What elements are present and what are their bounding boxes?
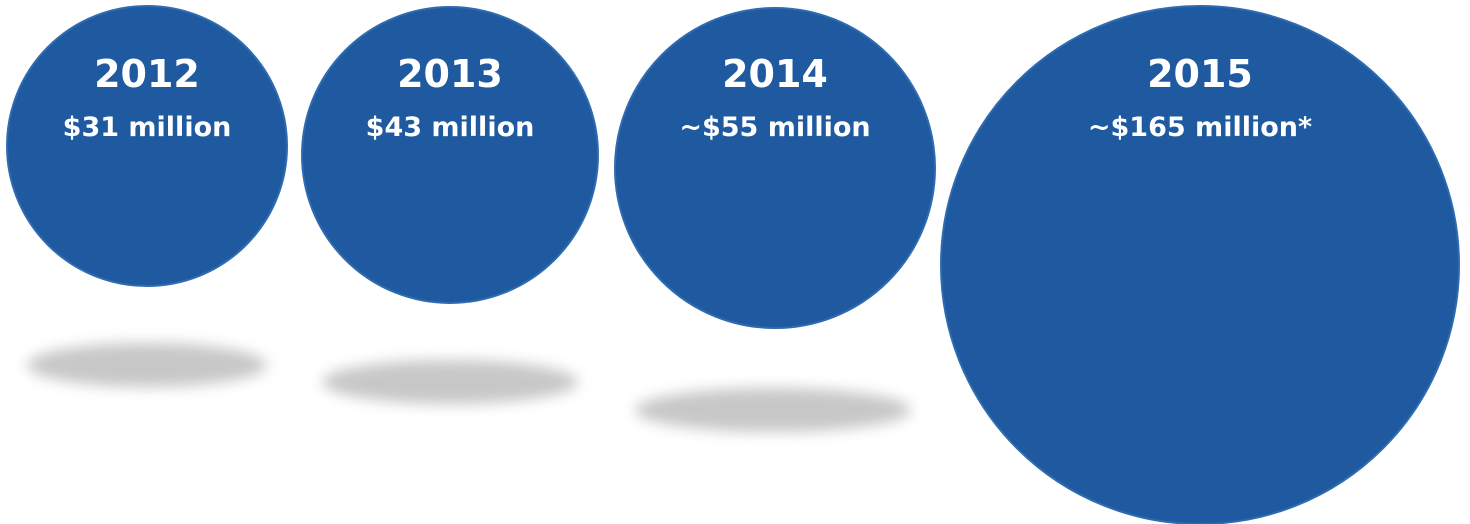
value-label-2014: ~$55 million [679,112,870,143]
bubble-shadow-2013 [322,360,578,404]
year-label-2013: 2013 [397,52,503,96]
value-label-2012: $31 million [63,112,232,143]
bubble-shadow-2012 [27,343,267,387]
labels-layer: 2012 $31 million 2013 $43 million 2014 ~$55 m… [63,52,1312,143]
bubble-shadow-2014 [635,388,911,432]
year-label-2012: 2012 [94,52,200,96]
bubble-2012 [6,5,288,287]
bubble-2014 [614,7,936,329]
value-label-2015: ~$165 million* [1088,112,1312,143]
bubbles-layer [6,5,1460,524]
shadows-layer [27,343,911,432]
year-label-2014: 2014 [722,52,828,96]
year-label-2015: 2015 [1147,52,1253,96]
value-label-2013: $43 million [366,112,535,143]
bubble-2013 [301,6,599,304]
bubble-2015 [940,5,1460,524]
